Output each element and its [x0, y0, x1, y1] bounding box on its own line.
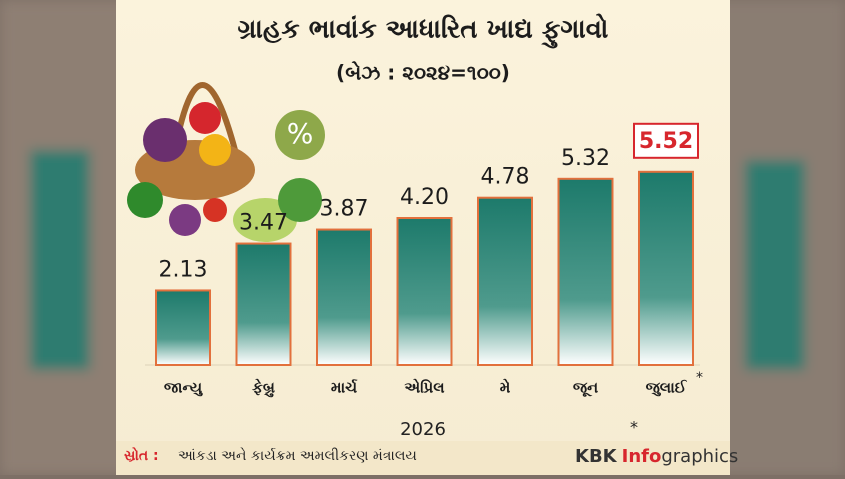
- bar: [557, 177, 614, 366]
- value-label: 4.20: [400, 185, 449, 210]
- bar: [638, 170, 694, 366]
- category-label: માર્ચ: [331, 379, 358, 397]
- basket-illustration: [127, 82, 325, 242]
- category-label: જૂન: [573, 379, 598, 397]
- brand-suffix: graphics: [661, 446, 738, 467]
- value-label: 3.87: [320, 197, 369, 222]
- value-label: 2.13: [159, 257, 208, 282]
- highlight-box: [633, 122, 699, 159]
- value-label: 4.78: [481, 165, 530, 190]
- category-label: એપ્રિલ: [404, 378, 445, 397]
- brand-main: Info: [622, 446, 662, 467]
- source-label: સ્રોત :: [124, 446, 159, 464]
- brand: KBK Infographics: [575, 446, 738, 467]
- title: ગ્રાહક ભાવાંક આધારિત ખાદ્ય ફુગાવો: [238, 14, 609, 49]
- bar: [316, 228, 372, 366]
- subtitle: (બેઝ : ૨૦૨૪=૧૦૦): [336, 60, 510, 84]
- percent-icon: %: [287, 117, 314, 150]
- category-note-mark: *: [696, 370, 703, 386]
- x-label: 2026: [400, 419, 446, 440]
- value-label: 5.52: [639, 129, 693, 154]
- source: આંકડા અને કાર્યક્રમ અમલીકરણ મંત્રાલય: [178, 447, 417, 464]
- bar: [396, 217, 453, 366]
- category-label: જાન્યુ: [164, 379, 203, 397]
- footnote-mark: *: [630, 418, 638, 437]
- value-label: 5.32: [561, 146, 610, 171]
- brand-prefix: KBK: [575, 446, 618, 467]
- bar: [235, 242, 292, 366]
- bar: [155, 289, 211, 367]
- category-label: ફેબ્રુ: [252, 377, 275, 397]
- category-label: જુલાઈ: [646, 379, 688, 397]
- footer: [116, 441, 730, 475]
- category-label: મે: [500, 377, 511, 396]
- value-label: 3.47: [239, 211, 288, 236]
- bar: [477, 196, 533, 366]
